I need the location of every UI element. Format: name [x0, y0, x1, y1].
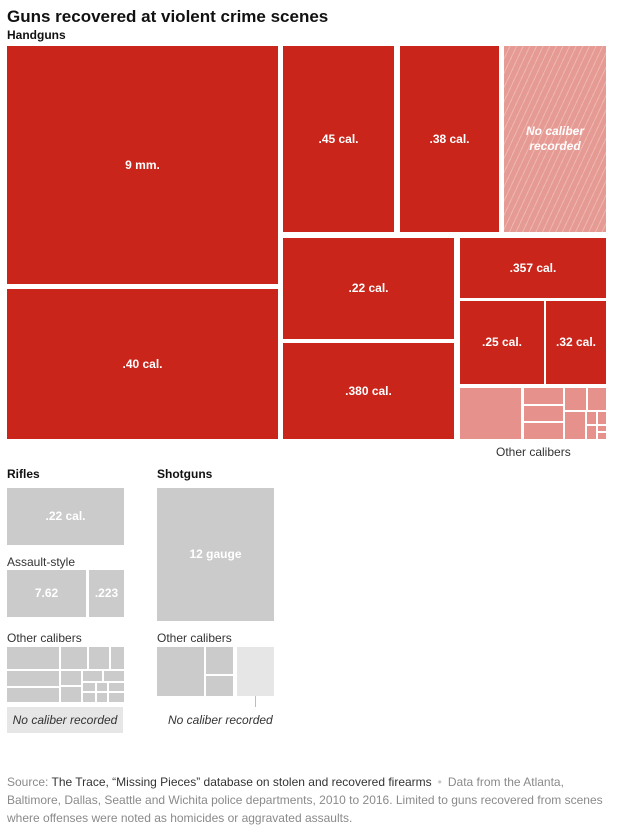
source-note: Source: The Trace, “Missing Pieces” data… [7, 773, 607, 827]
tile-handgun-380cal: .380 cal. [283, 343, 454, 439]
shotgun-no-caliber-label: No caliber recorded [168, 713, 273, 727]
source-details: Data from the Atlanta, Baltimore, Dallas… [7, 775, 603, 825]
tile-handgun-no-caliber: No caliber recorded [504, 46, 606, 232]
tile-handgun-40cal: .40 cal. [7, 289, 278, 439]
tile-label: .32 cal. [555, 335, 597, 349]
tile-handgun-other [587, 426, 596, 439]
source-separator: • [437, 775, 442, 789]
tile-label: .223 [94, 586, 119, 600]
tile-label: .380 cal. [345, 383, 392, 398]
tile-handgun-other [524, 423, 563, 439]
tile-label: 7.62 [34, 586, 59, 600]
tile-label: .38 cal. [429, 131, 470, 146]
tile-rifle-other [61, 647, 87, 669]
tile-handgun-other [524, 388, 563, 404]
tile-rifle-other [89, 647, 109, 669]
tile-shotgun-12gauge: 12 gauge [157, 488, 274, 621]
tile-handgun-9mm: 9 mm. [7, 46, 278, 284]
tile-handgun-other [598, 433, 606, 439]
tile-handgun-32cal: .32 cal. [546, 301, 606, 384]
shotgun-other-calibers-label: Other calibers [157, 631, 232, 645]
tile-rifle-other [7, 647, 59, 669]
tile-label: No caliber recorded [525, 124, 585, 153]
tile-label: .22 cal. [45, 509, 86, 523]
tile-rifle-other [97, 693, 107, 702]
tile-rifle-other [104, 671, 124, 681]
chart-title: Guns recovered at violent crime scenes [7, 7, 329, 26]
tile-rifle-other [83, 671, 102, 681]
shotguns-heading: Shotguns [157, 467, 213, 481]
tile-handgun-25cal: .25 cal. [460, 301, 544, 384]
handgun-other-calibers-label: Other calibers [496, 445, 571, 459]
tile-rifle-other [83, 693, 95, 702]
tile-rifle-other [61, 671, 81, 685]
rifle-no-caliber-bar: No caliber recorded [7, 707, 123, 733]
tile-handgun-other [460, 388, 521, 439]
tile-label: .22 cal. [348, 281, 389, 295]
tile-label: .357 cal. [509, 260, 557, 275]
tile-handgun-other [588, 388, 606, 410]
tile-shotgun-other [157, 647, 204, 696]
source-name: The Trace, “Missing Pieces” database on … [51, 775, 432, 789]
tile-handgun-other [565, 412, 585, 439]
tile-rifle-223: .223 [89, 570, 124, 617]
tile-handgun-357cal: .357 cal. [460, 238, 606, 298]
tile-handgun-other [565, 388, 586, 410]
rifles-heading: Rifles [7, 467, 40, 481]
assault-style-label: Assault-style [7, 555, 76, 569]
handguns-heading: Handguns [7, 28, 66, 42]
tile-label: .25 cal. [481, 335, 523, 349]
tile-rifle-other [97, 683, 107, 691]
tile-label: No caliber recorded [12, 713, 118, 727]
tile-rifle-other [83, 683, 95, 691]
tile-label: 12 gauge [189, 547, 242, 561]
tile-handgun-other [598, 426, 606, 431]
tile-rifle-other [111, 647, 124, 669]
tile-shotgun-no-caliber [237, 647, 274, 696]
rifle-other-calibers-label: Other calibers [7, 631, 82, 645]
tile-label: .40 cal. [122, 356, 163, 371]
tile-handgun-38cal: .38 cal. [400, 46, 499, 232]
tile-handgun-other [598, 412, 606, 424]
tile-label: 9 mm. [125, 157, 160, 172]
tile-rifle-other [109, 683, 124, 691]
tile-rifle-other [109, 693, 124, 702]
tile-handgun-22cal: .22 cal. [283, 238, 454, 339]
tile-rifle-other [7, 671, 59, 686]
tile-handgun-45cal: .45 cal. [283, 46, 394, 232]
tile-rifle-22cal: .22 cal. [7, 488, 124, 545]
source-prefix: Source: [7, 775, 52, 789]
tile-handgun-other [587, 412, 596, 424]
tile-rifle-762: 7.62 [7, 570, 86, 617]
tile-rifle-other [7, 688, 59, 702]
tile-shotgun-other [206, 676, 233, 696]
no-caliber-leader-line [255, 696, 256, 707]
tile-rifle-other [61, 687, 81, 702]
tile-handgun-other [524, 406, 563, 421]
tile-label: .45 cal. [318, 131, 359, 146]
tile-shotgun-other [206, 647, 233, 674]
